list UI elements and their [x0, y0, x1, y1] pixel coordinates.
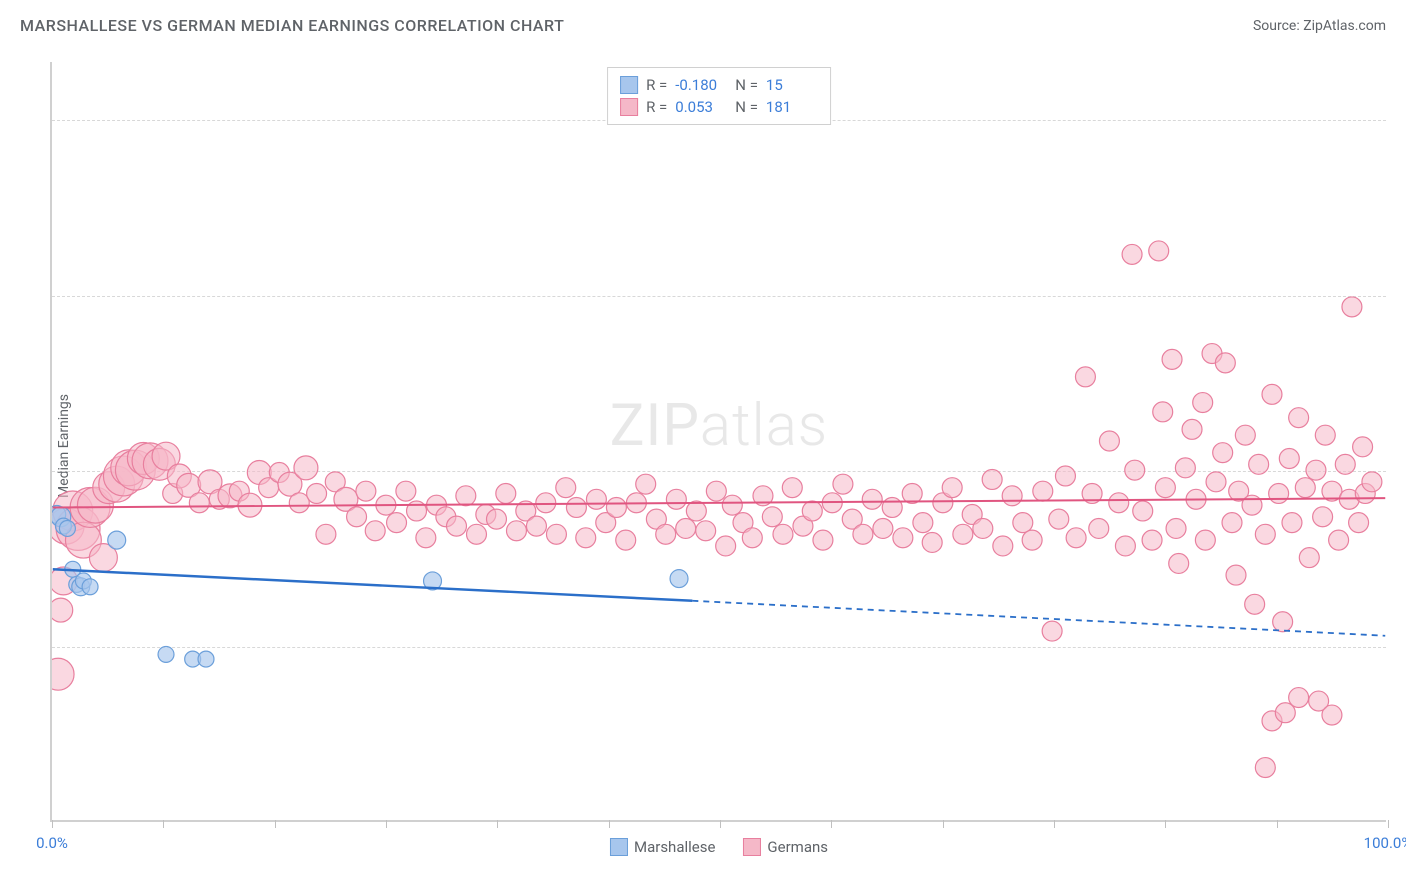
y-tick-label: $80,000 [1396, 111, 1406, 129]
legend-swatch-marshallese-icon [610, 838, 628, 856]
legend-n-value-germans: 181 [766, 96, 818, 118]
legend-r-value-germans: 0.053 [675, 96, 727, 118]
legend-swatch-germans [620, 98, 638, 116]
legend-label-germans: Germans [767, 838, 828, 856]
legend-item-germans: Germans [743, 838, 828, 856]
legend-n-label: N = [735, 74, 758, 96]
legend-label-marshallese: Marshallese [634, 838, 715, 856]
legend-row-germans: R = 0.053 N = 181 [620, 96, 818, 118]
legend-n-label: N = [735, 96, 758, 118]
legend-r-label: R = [646, 96, 667, 118]
y-tick-label: $50,000 [1396, 462, 1406, 480]
source-prefix: Source: [1253, 18, 1303, 34]
legend-swatch-germans-icon [743, 838, 761, 856]
chart-title: MARSHALLESE VS GERMAN MEDIAN EARNINGS CO… [20, 16, 564, 35]
chart-plot-area: ZIPatlas $35,000$50,000$65,000$80,0000.0… [50, 62, 1386, 822]
y-tick-label: $65,000 [1396, 287, 1406, 305]
legend-r-label: R = [646, 74, 667, 96]
legend-n-value-marshallese: 15 [766, 74, 818, 96]
legend-swatch-marshallese [620, 76, 638, 94]
source-label: Source: ZipAtlas.com [1253, 18, 1386, 34]
source-value: ZipAtlas.com [1303, 18, 1386, 34]
legend-r-value-marshallese: -0.180 [675, 74, 727, 96]
y-tick-label: $35,000 [1396, 638, 1406, 656]
x-tick-label: 100.0% [1364, 834, 1406, 852]
legend-item-marshallese: Marshallese [610, 838, 715, 856]
x-tick-label: 0.0% [36, 834, 68, 852]
correlation-legend: R = -0.180 N = 15 R = 0.053 N = 181 [607, 67, 831, 125]
series-legend: Marshallese Germans [610, 838, 828, 856]
legend-row-marshallese: R = -0.180 N = 15 [620, 74, 818, 96]
scatter-plot-svg [52, 62, 1386, 820]
